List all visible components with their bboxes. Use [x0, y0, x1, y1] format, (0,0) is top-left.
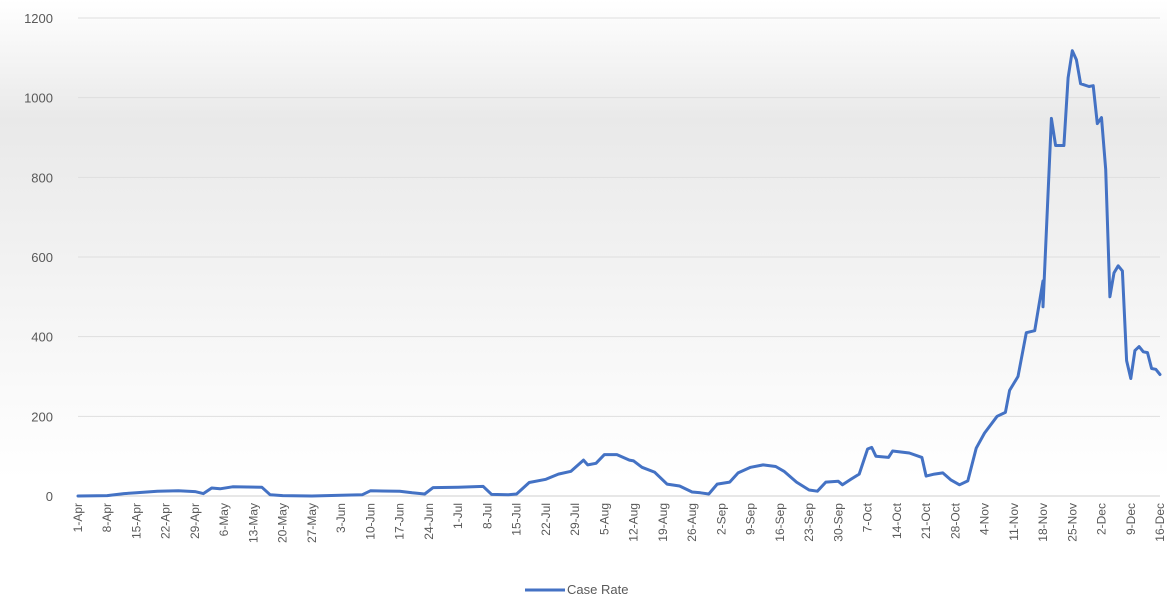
x-tick-label: 3-Jun	[334, 503, 348, 533]
x-tick-label: 14-Oct	[890, 502, 904, 539]
legend-label-case-rate: Case Rate	[567, 582, 628, 597]
x-tick-label: 19-Aug	[656, 503, 670, 542]
y-tick-label: 800	[31, 170, 53, 185]
y-axis-tick-labels: 0 200 400 600 800 1000 1200	[24, 11, 53, 504]
x-tick-label: 6-May	[217, 503, 231, 536]
x-tick-label: 23-Sep	[802, 503, 816, 542]
x-tick-label: 11-Nov	[1007, 503, 1021, 541]
x-tick-label: 9-Dec	[1124, 503, 1138, 535]
x-tick-label: 28-Oct	[948, 502, 962, 539]
x-axis-tick-labels: 1-Apr 8-Apr 15-Apr 22-Apr 29-Apr 6-May 13-May 2…	[71, 502, 1167, 543]
x-tick-label: 8-Jul	[480, 503, 494, 529]
x-tick-label: 13-May	[246, 503, 260, 543]
y-tick-label: 0	[46, 489, 53, 504]
x-tick-label: 2-Dec	[1095, 503, 1109, 535]
x-tick-label: 16-Dec	[1153, 503, 1167, 542]
x-tick-label: 9-Sep	[744, 503, 758, 535]
x-tick-label: 17-Jun	[393, 503, 407, 540]
x-tick-label: 5-Aug	[597, 503, 611, 535]
x-tick-label: 21-Oct	[919, 502, 933, 539]
x-tick-label: 27-May	[305, 503, 319, 543]
x-tick-label: 4-Nov	[978, 503, 992, 535]
y-tick-label: 1200	[24, 11, 53, 26]
x-tick-label: 29-Apr	[188, 503, 202, 539]
x-tick-label: 15-Jul	[510, 503, 524, 536]
series-line-case-rate	[76, 49, 1162, 498]
x-tick-label: 12-Aug	[627, 503, 641, 542]
x-tick-label: 26-Aug	[685, 503, 699, 542]
y-tick-label: 1000	[24, 91, 53, 106]
legend: Case Rate	[525, 582, 628, 597]
x-tick-label: 16-Sep	[773, 503, 787, 542]
x-tick-label: 18-Nov	[1036, 503, 1050, 542]
x-tick-label: 7-Oct	[861, 502, 875, 532]
x-tick-label: 29-Jul	[568, 503, 582, 536]
x-tick-label: 22-Apr	[159, 503, 173, 539]
x-tick-label: 1-Jul	[451, 503, 465, 529]
y-tick-label: 200	[31, 409, 53, 424]
x-tick-label: 2-Sep	[714, 503, 728, 535]
y-tick-label: 400	[31, 330, 53, 345]
x-tick-label: 30-Sep	[831, 503, 845, 542]
x-tick-label: 20-May	[276, 503, 290, 543]
x-tick-label: 25-Nov	[1065, 503, 1079, 542]
series-lines	[76, 49, 1162, 498]
y-tick-label: 600	[31, 250, 53, 265]
x-tick-label: 24-Jun	[422, 503, 436, 540]
x-tick-label: 22-Jul	[539, 503, 553, 536]
x-tick-label: 10-Jun	[363, 503, 377, 540]
x-tick-label: 1-Apr	[71, 503, 85, 532]
x-tick-label: 8-Apr	[100, 503, 114, 532]
x-tick-label: 15-Apr	[129, 503, 143, 539]
gridlines	[78, 17, 1160, 497]
